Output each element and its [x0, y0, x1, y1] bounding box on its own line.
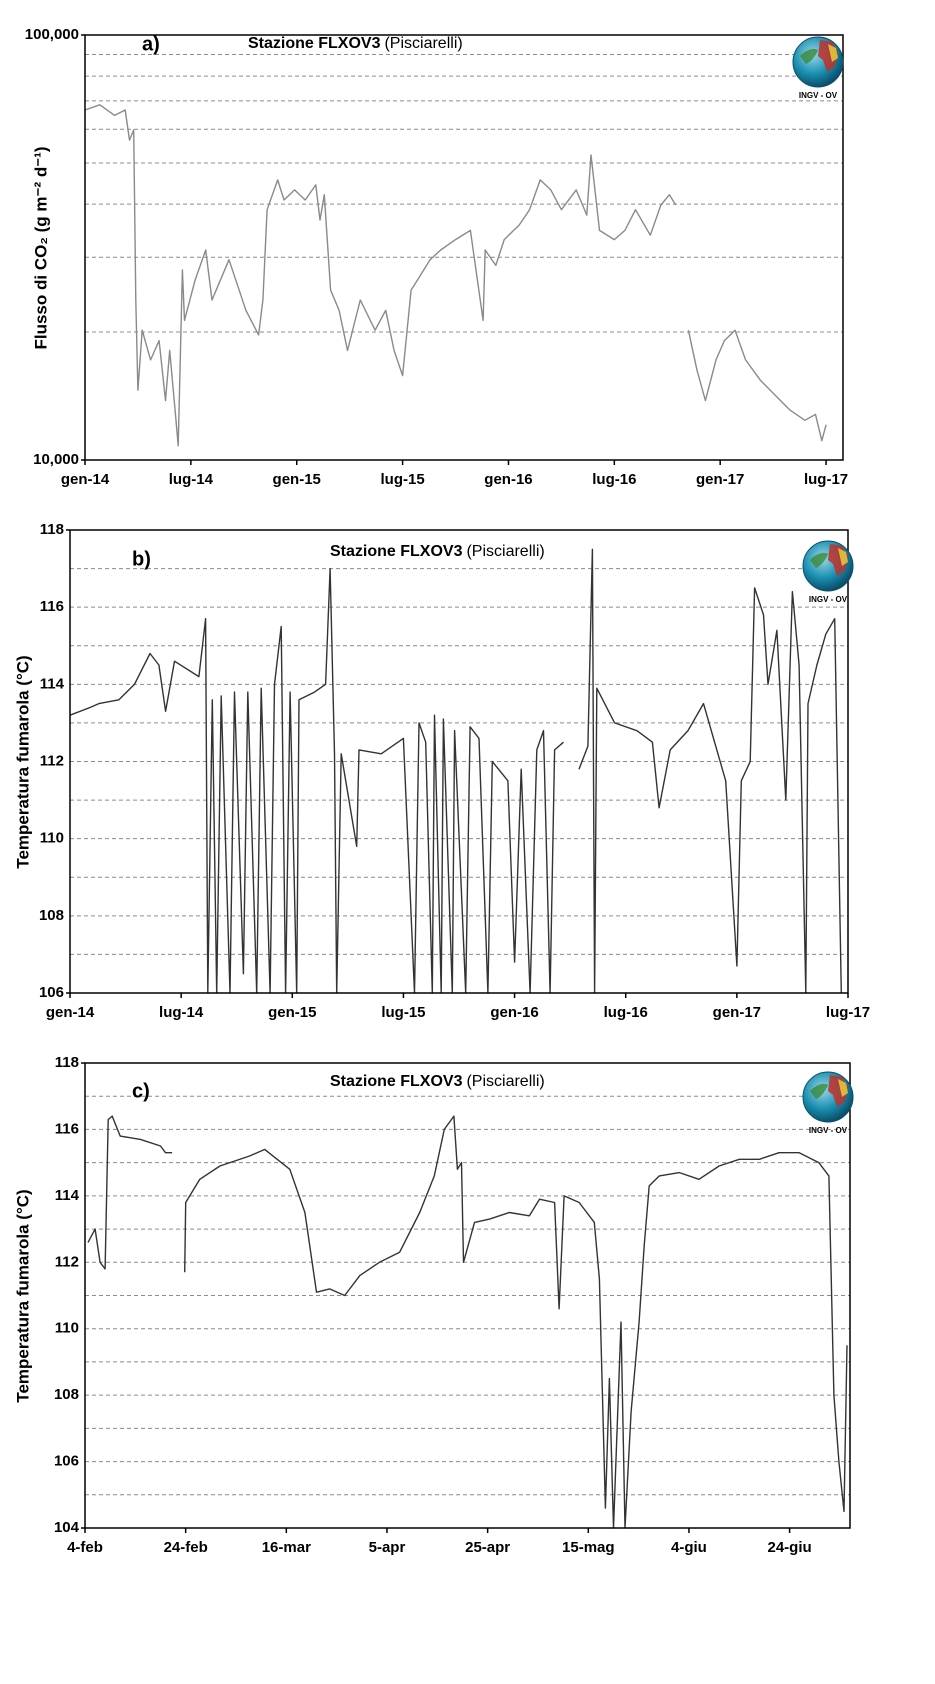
x-tick-label: 4-giu [671, 1539, 707, 1556]
title-station: Stazione FLXOV3 [330, 543, 463, 560]
panel-label: a) [142, 33, 160, 55]
logo-land [828, 44, 838, 62]
x-tick-label: gen-16 [490, 1004, 538, 1021]
x-tick-label: lug-14 [159, 1004, 204, 1021]
y-tick-label: 116 [40, 598, 64, 615]
x-tick-label: 24-feb [164, 1539, 208, 1556]
logo-land [810, 552, 828, 568]
title-note: (Pisciarelli) [466, 1073, 544, 1090]
x-tick-label: gen-15 [273, 471, 321, 488]
logo-text: INGV - OV [809, 595, 848, 604]
x-tick-label: lug-15 [381, 471, 425, 488]
panel-label: b) [132, 548, 151, 570]
data-line [87, 1115, 848, 1529]
logo-text: INGV - OV [809, 1126, 848, 1135]
x-tick-label: 15-mag [562, 1539, 615, 1556]
y-tick-label: 106 [39, 984, 64, 1001]
chart-title: Stazione FLXOV3 (Pisciarelli) [248, 35, 463, 52]
x-tick-label: lug-16 [604, 1004, 648, 1021]
y-tick-label: 118 [40, 521, 64, 538]
x-tick-label: lug-17 [826, 1004, 870, 1021]
data-line [84, 104, 827, 447]
logo-land [800, 48, 818, 64]
logo-land [838, 548, 848, 566]
x-tick-label: lug-16 [592, 471, 636, 488]
x-tick-label: gen-15 [268, 1004, 316, 1021]
y-tick-label: 116 [55, 1120, 79, 1137]
y-axis-label: Flusso di CO₂ (g m⁻² d⁻¹) [31, 146, 50, 349]
x-tick-label: gen-14 [46, 1004, 95, 1021]
y-tick-label: 114 [55, 1187, 80, 1204]
y-tick-label: 110 [40, 830, 64, 847]
chart-title: Stazione FLXOV3 (Pisciarelli) [330, 543, 545, 560]
y-tick-label: 118 [55, 1054, 79, 1071]
y-tick-label: 10,000 [33, 451, 79, 468]
y-tick-label: 108 [54, 1386, 79, 1403]
x-tick-label: 24-giu [768, 1539, 812, 1556]
title-note: (Pisciarelli) [384, 35, 462, 52]
y-axis-label: Temperatura fumarola (°C) [13, 1189, 32, 1402]
x-tick-label: 5-apr [369, 1539, 406, 1556]
plot-frame [69, 529, 849, 994]
y-tick-label: 106 [54, 1453, 79, 1470]
x-tick-label: 25-apr [465, 1539, 510, 1556]
x-tick-label: gen-17 [713, 1004, 761, 1021]
y-tick-label: 114 [40, 675, 65, 692]
logo-land [838, 1079, 848, 1097]
x-tick-label: 4-feb [67, 1539, 103, 1556]
chart-title: Stazione FLXOV3 (Pisciarelli) [330, 1073, 545, 1090]
x-tick-label: 16-mar [262, 1539, 311, 1556]
plot-frame [84, 34, 844, 461]
y-tick-label: 100,000 [25, 26, 79, 43]
title-station: Stazione FLXOV3 [248, 35, 381, 52]
x-tick-label: gen-17 [696, 471, 744, 488]
x-tick-label: lug-17 [804, 471, 848, 488]
y-tick-label: 108 [39, 907, 64, 924]
logo-land [810, 1083, 828, 1099]
x-tick-label: lug-14 [169, 471, 214, 488]
y-tick-label: 104 [54, 1519, 80, 1536]
x-tick-label: gen-14 [61, 471, 110, 488]
y-tick-label: 112 [40, 752, 64, 769]
logo-text: INGV - OV [799, 91, 838, 100]
x-tick-label: lug-15 [381, 1004, 425, 1021]
y-axis-label: Temperatura fumarola (°C) [13, 655, 32, 868]
title-note: (Pisciarelli) [466, 543, 544, 560]
y-tick-label: 112 [55, 1253, 79, 1270]
plot-frame [84, 1062, 851, 1529]
panel-label: c) [132, 1080, 150, 1102]
x-tick-label: gen-16 [484, 471, 532, 488]
title-station: Stazione FLXOV3 [330, 1073, 463, 1090]
y-tick-label: 110 [55, 1320, 79, 1337]
